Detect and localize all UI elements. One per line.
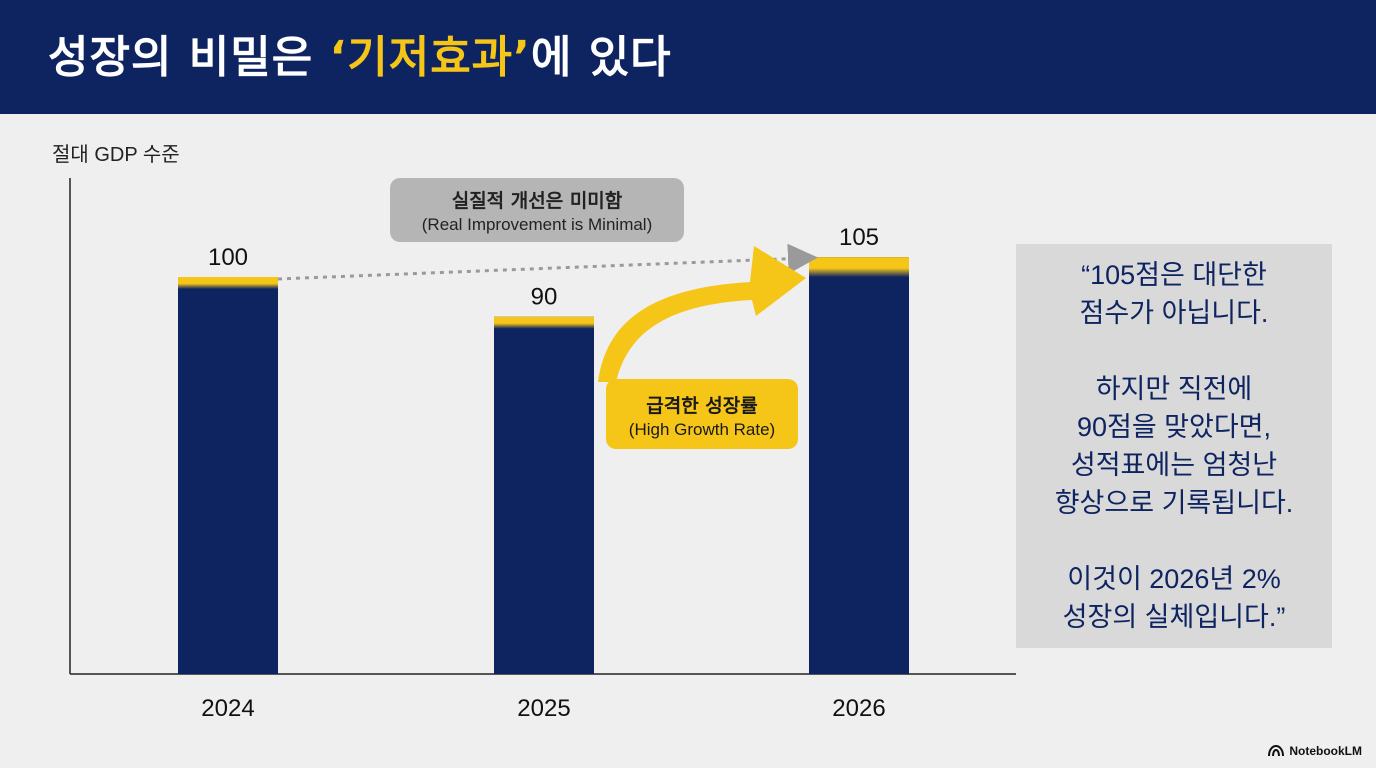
footer-brand-text: NotebookLM xyxy=(1289,744,1362,758)
dotted-arrow xyxy=(277,243,818,281)
value-label-2026: 105 xyxy=(839,224,879,251)
footer-brand: NotebookLM xyxy=(1268,744,1362,758)
bar-cap-2026 xyxy=(809,257,909,278)
category-label-2026: 2026 xyxy=(832,695,885,722)
quote-panel: “105점은 대단한 점수가 아닙니다. 하지만 직전에 90점을 맞았다면, … xyxy=(1016,244,1332,648)
bar-cap-2024 xyxy=(178,277,278,289)
y-axis-label: 절대 GDP 수준 xyxy=(52,144,180,166)
bar-2024 xyxy=(178,277,278,674)
curved-arrow xyxy=(598,246,806,382)
value-label-2025: 90 xyxy=(531,284,558,311)
quote-paragraph-1: “105점은 대단한 점수가 아닙니다. xyxy=(1079,260,1269,328)
header-bar: 성장의 비밀은 ‘기저효과’에 있다 xyxy=(0,0,1376,114)
value-label-2024: 100 xyxy=(208,244,248,271)
high-growth-label-ko: 급격한 성장률 xyxy=(646,395,758,417)
minimal-improvement-label-ko: 실질적 개선은 미미함 xyxy=(451,190,623,212)
quote-paragraph-3: 이것이 2026년 2% 성장의 실체입니다.” xyxy=(1062,564,1286,632)
title-suffix: 에 있다 xyxy=(530,32,672,83)
category-label-2025: 2025 xyxy=(517,695,570,722)
high-growth-label-en: (High Growth Rate) xyxy=(628,420,776,439)
quote-paragraph-2: 하지만 직전에 90점을 맞았다면, 성적표에는 엄청난 향상으로 기록됩니다. xyxy=(1054,374,1294,518)
minimal-improvement-badge: 실질적 개선은 미미함 (Real Improvement is Minimal… xyxy=(390,178,684,242)
title-highlight: ‘기저효과’ xyxy=(329,32,531,83)
bar-2025 xyxy=(494,316,594,674)
minimal-improvement-label-en: (Real Improvement is Minimal) xyxy=(421,215,653,234)
title-prefix: 성장의 비밀은 xyxy=(48,32,330,83)
bar-2026 xyxy=(809,257,909,674)
high-growth-badge: 급격한 성장률 (High Growth Rate) xyxy=(606,379,798,449)
page-title: 성장의 비밀은 ‘기저효과’에 있다 xyxy=(48,26,672,90)
bar-cap-2025 xyxy=(494,316,594,329)
category-label-2024: 2024 xyxy=(201,695,254,722)
notebooklm-logo-icon xyxy=(1268,745,1285,757)
